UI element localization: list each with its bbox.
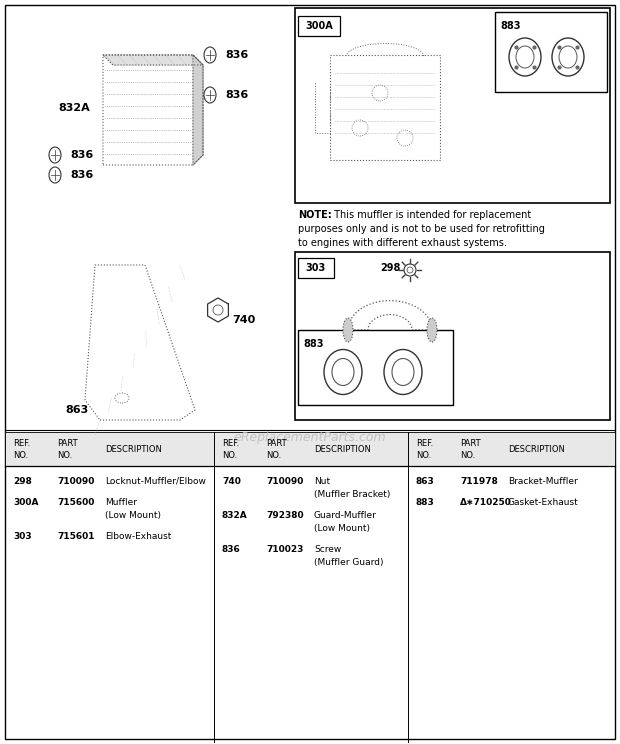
Ellipse shape [516,46,534,68]
Ellipse shape [49,147,61,163]
Text: Muffler: Muffler [105,498,137,507]
Ellipse shape [559,46,577,68]
Bar [295,252,610,420]
Text: Nut: Nut [314,477,330,486]
Text: 710090: 710090 [57,477,94,486]
Text: 300A: 300A [13,498,38,507]
Text: (Muffler Bracket): (Muffler Bracket) [314,490,391,499]
Text: 883: 883 [416,498,435,507]
Ellipse shape [397,130,413,146]
Ellipse shape [49,167,61,183]
Bar [298,258,334,278]
Ellipse shape [115,393,129,403]
Text: This muffler is intended for replacement: This muffler is intended for replacement [331,210,531,220]
Text: 303: 303 [13,532,32,541]
Ellipse shape [343,318,353,342]
Text: Screw: Screw [314,545,341,554]
Text: REF.: REF. [222,438,239,447]
Text: Gasket-Exhaust: Gasket-Exhaust [508,498,578,507]
Text: PART: PART [57,438,78,447]
Text: 792380: 792380 [266,511,304,520]
Text: (Low Mount): (Low Mount) [105,511,161,520]
Text: 883: 883 [500,21,521,31]
Text: NO.: NO. [416,451,432,460]
Text: to engines with different exhaust systems.: to engines with different exhaust system… [298,238,507,248]
Polygon shape [103,55,203,165]
Ellipse shape [372,85,388,101]
Bar [298,330,453,405]
Text: 836: 836 [225,50,248,60]
Text: 300A: 300A [305,21,333,31]
Text: purposes only and is not to be used for retrofitting: purposes only and is not to be used for … [298,224,545,234]
Ellipse shape [204,47,216,63]
Text: Elbow-Exhaust: Elbow-Exhaust [105,532,171,541]
Ellipse shape [427,318,437,342]
Ellipse shape [204,87,216,103]
Text: 863: 863 [416,477,435,486]
Ellipse shape [407,267,413,273]
Text: Δ∗710250: Δ∗710250 [460,498,512,507]
Ellipse shape [404,264,416,276]
Text: NOTE:: NOTE: [298,210,332,220]
Text: Locknut-Muffler/Elbow: Locknut-Muffler/Elbow [105,477,206,486]
Ellipse shape [324,350,362,394]
Text: REF.: REF. [416,438,433,447]
Text: 883: 883 [303,339,324,349]
Text: 711978: 711978 [460,477,498,486]
Polygon shape [208,298,228,322]
Text: 715601: 715601 [57,532,94,541]
Text: 303: 303 [306,263,326,273]
Text: 298: 298 [13,477,32,486]
Bar [295,8,610,203]
Polygon shape [193,55,203,165]
Text: 863: 863 [65,405,88,415]
Text: 740: 740 [232,315,255,325]
Text: PART: PART [266,438,286,447]
Bar [330,55,440,160]
Text: NO.: NO. [266,451,281,460]
Text: 715600: 715600 [57,498,94,507]
Text: NO.: NO. [460,451,476,460]
Text: 710023: 710023 [266,545,303,554]
Ellipse shape [332,359,354,385]
Polygon shape [348,301,432,330]
Ellipse shape [352,120,368,136]
Text: 740: 740 [222,477,241,486]
Text: REF.: REF. [13,438,30,447]
Bar [495,12,607,92]
Text: 832A: 832A [222,511,248,520]
Text: NO.: NO. [57,451,73,460]
Text: 298: 298 [380,263,401,273]
Text: NO.: NO. [13,451,29,460]
Text: DESCRIPTION: DESCRIPTION [314,444,371,454]
Bar [298,16,340,36]
Text: NO.: NO. [222,451,237,460]
Text: Guard-Muffler: Guard-Muffler [314,511,377,520]
Ellipse shape [384,350,422,394]
Ellipse shape [392,359,414,385]
Text: DESCRIPTION: DESCRIPTION [508,444,565,454]
Text: 836: 836 [222,545,241,554]
Text: 836: 836 [70,150,93,160]
Text: PART: PART [460,438,481,447]
Ellipse shape [213,305,223,315]
Polygon shape [103,55,203,65]
Text: Bracket-Muffler: Bracket-Muffler [508,477,578,486]
Bar [5,432,615,466]
Text: 832A: 832A [58,103,90,113]
Text: 836: 836 [70,170,93,180]
Text: eReplacementParts.com: eReplacementParts.com [234,432,386,444]
Ellipse shape [509,38,541,76]
Text: (Low Mount): (Low Mount) [314,524,370,533]
Text: (Muffler Guard): (Muffler Guard) [314,558,384,567]
Text: DESCRIPTION: DESCRIPTION [105,444,162,454]
Text: 836: 836 [225,90,248,100]
Ellipse shape [552,38,584,76]
Polygon shape [85,265,195,420]
Text: 710090: 710090 [266,477,303,486]
